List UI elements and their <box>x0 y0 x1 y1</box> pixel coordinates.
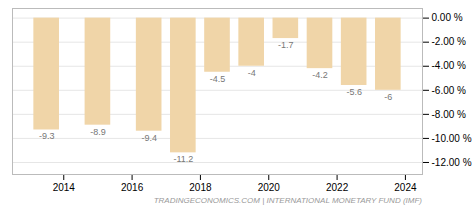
svg-text:-10.00 %: -10.00 % <box>432 133 472 144</box>
svg-text:-4.2: -4.2 <box>312 70 328 80</box>
svg-text:2018: 2018 <box>189 182 212 193</box>
svg-text:-8.9: -8.9 <box>90 127 106 137</box>
svg-text:0.00 %: 0.00 % <box>432 12 463 23</box>
svg-text:-8.00 %: -8.00 % <box>432 109 467 120</box>
svg-text:-6: -6 <box>384 92 392 102</box>
svg-text:-4.5: -4.5 <box>210 74 226 84</box>
svg-text:-2.00 %: -2.00 % <box>432 36 467 47</box>
svg-text:2020: 2020 <box>258 182 281 193</box>
svg-text:-5.6: -5.6 <box>346 87 362 97</box>
svg-text:-11.2: -11.2 <box>173 154 193 164</box>
html-text:TRADINGECONOMICS.COM | INTERNA: TRADINGECONOMICS.COM | INTERNATIONAL MON… <box>153 196 422 205</box>
svg-text:-4.00 %: -4.00 % <box>432 60 467 71</box>
svg-text:2022: 2022 <box>326 182 349 193</box>
svg-text:-9.3: -9.3 <box>39 131 55 141</box>
svg-text:2014: 2014 <box>53 182 76 193</box>
svg-text:-6.00 %: -6.00 % <box>432 84 467 95</box>
svg-text:-12.00 %: -12.00 % <box>432 157 472 168</box>
svg-text:-1.7: -1.7 <box>278 40 294 50</box>
svg-text:2016: 2016 <box>121 182 144 193</box>
svg-text:-9.4: -9.4 <box>141 133 157 143</box>
svg-text:-4: -4 <box>248 68 256 78</box>
svg-text:2024: 2024 <box>394 182 417 193</box>
